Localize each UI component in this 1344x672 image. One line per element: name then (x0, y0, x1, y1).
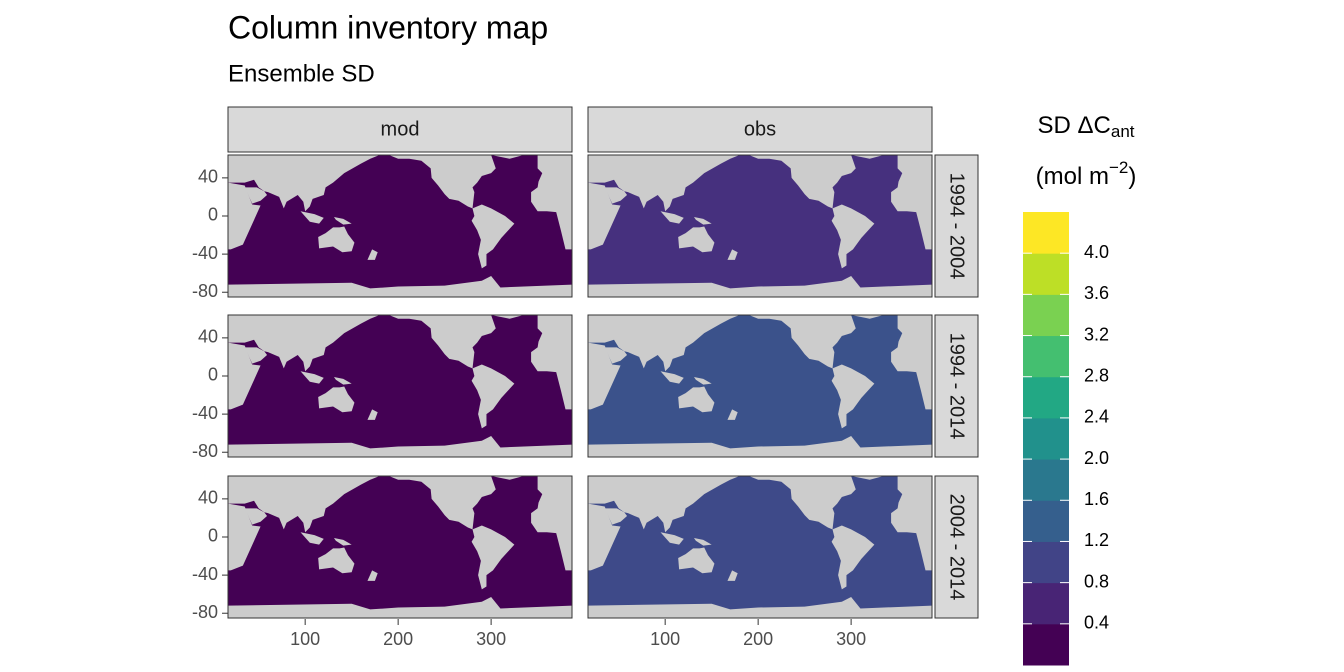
legend-label: 2.0 (1084, 448, 1109, 468)
chart-subtitle: Ensemble SD (228, 60, 375, 87)
x-tick-label: 300 (476, 629, 506, 649)
strip-bg (934, 314, 979, 458)
legend-label: 3.6 (1084, 283, 1109, 303)
panel-border (587, 154, 933, 298)
legend-label: 2.8 (1084, 365, 1109, 385)
y-tick-label: 0 (208, 365, 218, 385)
legend-title-sub: ant (1111, 122, 1135, 141)
legend-label: 4.0 (1084, 242, 1109, 262)
legend-swatch (1023, 253, 1069, 295)
legend-label: 1.6 (1084, 489, 1109, 509)
strip-label: 2004 - 2014 (946, 494, 968, 601)
legend-swatch (1023, 459, 1069, 501)
strip-label: obs (744, 118, 776, 140)
y-tick-label: -40 (192, 243, 218, 263)
strip-label: 1994 - 2004 (946, 173, 968, 280)
x-tick-label: 200 (743, 629, 773, 649)
legend-swatch (1023, 212, 1069, 254)
legend-swatch (1023, 623, 1069, 666)
legend-swatch (1023, 582, 1069, 625)
y-tick-label: 0 (208, 205, 218, 225)
panel-border (227, 314, 573, 458)
legend-unit: (mol m−2) (1036, 158, 1137, 190)
map-panel (228, 155, 572, 297)
map-panel (588, 315, 932, 457)
x-tick-label: 100 (290, 629, 320, 649)
panel-border (587, 475, 933, 619)
y-tick-label: -80 (192, 602, 218, 622)
strip-label: mod (381, 118, 420, 140)
y-tick-label: 0 (208, 526, 218, 546)
legend-label: 2.4 (1084, 407, 1109, 427)
x-tick-label: 300 (836, 629, 866, 649)
legend-label: 1.2 (1084, 530, 1109, 550)
y-tick-label: 40 (198, 167, 218, 187)
strip-bg (934, 154, 979, 298)
strip-bg (587, 106, 933, 153)
y-tick-label: -80 (192, 441, 218, 461)
map-panel (588, 155, 932, 297)
y-tick-label: -80 (192, 281, 218, 301)
map-panel (228, 315, 572, 457)
legend-swatch (1023, 294, 1069, 337)
strip-label: 1994 - 2014 (946, 333, 968, 440)
y-tick-label: 40 (198, 488, 218, 508)
x-tick-label: 200 (383, 629, 413, 649)
legend-swatch (1023, 541, 1069, 584)
panel-border (227, 475, 573, 619)
legend-title-main: SD ΔC (1037, 112, 1110, 139)
y-tick-label: -40 (192, 564, 218, 584)
legend-unit-sup: −2 (1109, 158, 1128, 177)
legend-title: SD ΔCant (1037, 112, 1134, 141)
legend-swatch (1023, 335, 1069, 378)
map-panel (588, 476, 932, 618)
legend-swatch (1023, 500, 1069, 542)
legend-label: 3.2 (1084, 324, 1109, 344)
legend-swatch (1023, 417, 1069, 460)
legend-label: 0.4 (1084, 613, 1109, 633)
legend-unit-main: (mol m (1036, 163, 1109, 190)
legend-label: 0.8 (1084, 571, 1109, 591)
y-tick-label: 40 (198, 327, 218, 347)
chart-title: Column inventory map (228, 9, 548, 45)
y-tick-label: -40 (192, 403, 218, 423)
strip-bg (934, 475, 979, 619)
legend-unit-end: ) (1128, 163, 1136, 190)
panel-border (227, 154, 573, 298)
map-panel (228, 476, 572, 618)
panel-border (587, 314, 933, 458)
legend-swatch (1023, 376, 1069, 419)
strip-bg (227, 106, 573, 153)
x-tick-label: 100 (650, 629, 680, 649)
